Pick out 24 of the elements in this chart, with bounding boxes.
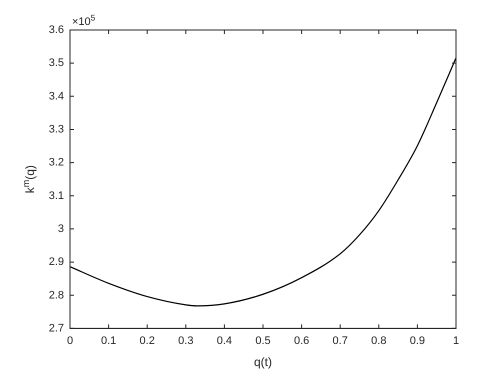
y-tick-label: 3	[58, 222, 64, 235]
x-tick-label: 0	[66, 335, 74, 348]
y-tick-label: 3.5	[48, 57, 64, 70]
line-series	[70, 57, 456, 306]
y-tick-label: 3.6	[48, 24, 64, 36]
x-tick-label: 0.2	[140, 335, 155, 348]
x-tick-label: 0.7	[332, 335, 348, 348]
y-tick-label: 2.7	[48, 322, 64, 334]
x-tick-label: 0.5	[255, 335, 271, 348]
y-axis-title: km(q)	[21, 165, 37, 194]
x-tick-label: 1	[452, 335, 460, 348]
x-tick-label: 0.1	[100, 335, 116, 348]
y-tick-label: 3.3	[48, 124, 64, 136]
y-tick-label: 2.9	[48, 256, 64, 268]
x-tick-label: 0.4	[216, 335, 232, 348]
x-tick-label: 0.9	[410, 335, 426, 348]
y-tick-label: 3.2	[48, 156, 64, 169]
x-axis-title: q(t)	[254, 355, 272, 370]
y-tick-label: 3.1	[48, 190, 64, 202]
x-tick-label: 0.3	[178, 335, 194, 348]
x-tick-label: 0.6	[294, 335, 310, 348]
y-tick-label: 3.4	[48, 90, 64, 102]
x-tick-label: 0.8	[371, 335, 386, 348]
y-tick-label: 2.8	[48, 289, 64, 302]
